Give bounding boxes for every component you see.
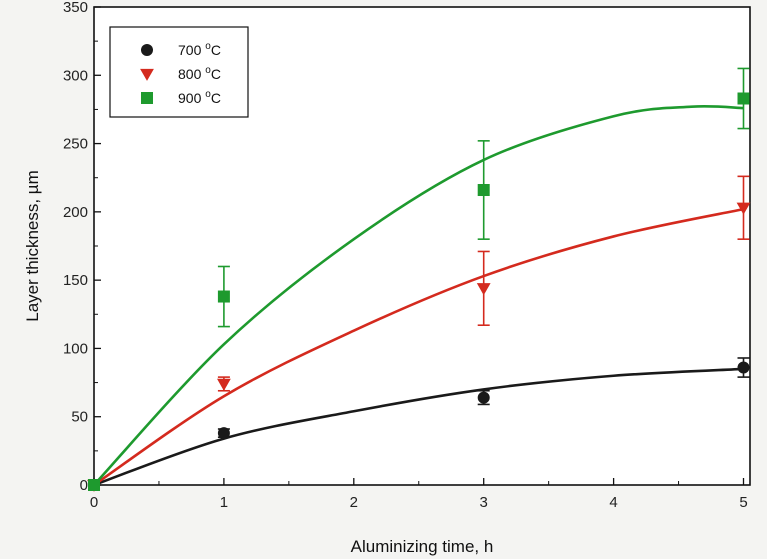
x-tick-label: 1 xyxy=(220,494,228,511)
data-point xyxy=(477,184,490,197)
data-point xyxy=(217,427,230,440)
x-tick-label: 0 xyxy=(90,494,98,511)
legend-label: 700 oC xyxy=(178,41,221,58)
data-point xyxy=(217,290,230,303)
fit-curves xyxy=(93,105,744,487)
legend-marker xyxy=(140,68,154,81)
x-tick-label: 2 xyxy=(350,494,358,511)
y-tick-label: 0 xyxy=(80,477,88,494)
y-axis: 0 50 100 150 200 250 300 350 xyxy=(63,0,101,494)
data-point xyxy=(88,479,100,491)
x-axis: 0 1 2 3 4 5 xyxy=(90,478,748,511)
data-point xyxy=(737,92,750,105)
legend-label-value: 900 xyxy=(178,90,205,106)
x-axis-title: Aluminizing time, h xyxy=(351,537,494,556)
x-tick-label: 4 xyxy=(609,494,617,511)
legend-label-unit: C xyxy=(211,90,221,106)
y-tick-label: 100 xyxy=(63,340,88,357)
legend-label: 900 oC xyxy=(178,89,221,106)
data-points xyxy=(87,67,751,492)
y-tick-label: 300 xyxy=(63,67,88,84)
y-axis-title: Layer thickness, µm xyxy=(23,170,42,322)
legend-box xyxy=(109,26,249,118)
legend-label-unit: C xyxy=(211,42,221,58)
legend-label-degree: o xyxy=(205,89,211,100)
legend-marker xyxy=(141,44,153,56)
y-tick-label: 200 xyxy=(63,204,88,221)
legend-label-value: 700 xyxy=(178,42,205,58)
legend-label-degree: o xyxy=(205,41,211,52)
data-point xyxy=(476,283,491,296)
fit-curve xyxy=(93,207,744,487)
data-point xyxy=(477,391,490,404)
y-tick-label: 350 xyxy=(63,0,88,16)
y-tick-label: 250 xyxy=(63,136,88,153)
data-point xyxy=(737,361,750,374)
data-point xyxy=(217,378,231,391)
legend-label-degree: o xyxy=(205,65,211,76)
legend-label: 800 oC xyxy=(178,65,221,82)
x-tick-label: 3 xyxy=(480,494,488,511)
legend-label-value: 800 xyxy=(178,66,205,82)
y-tick-label: 50 xyxy=(71,409,88,426)
legend-label-unit: C xyxy=(211,66,221,82)
fit-curve xyxy=(93,367,744,487)
x-tick-label: 5 xyxy=(739,494,747,511)
fit-curve xyxy=(93,105,744,486)
y-tick-label: 150 xyxy=(63,272,88,289)
legend-marker xyxy=(141,92,153,104)
data-point xyxy=(736,202,751,215)
